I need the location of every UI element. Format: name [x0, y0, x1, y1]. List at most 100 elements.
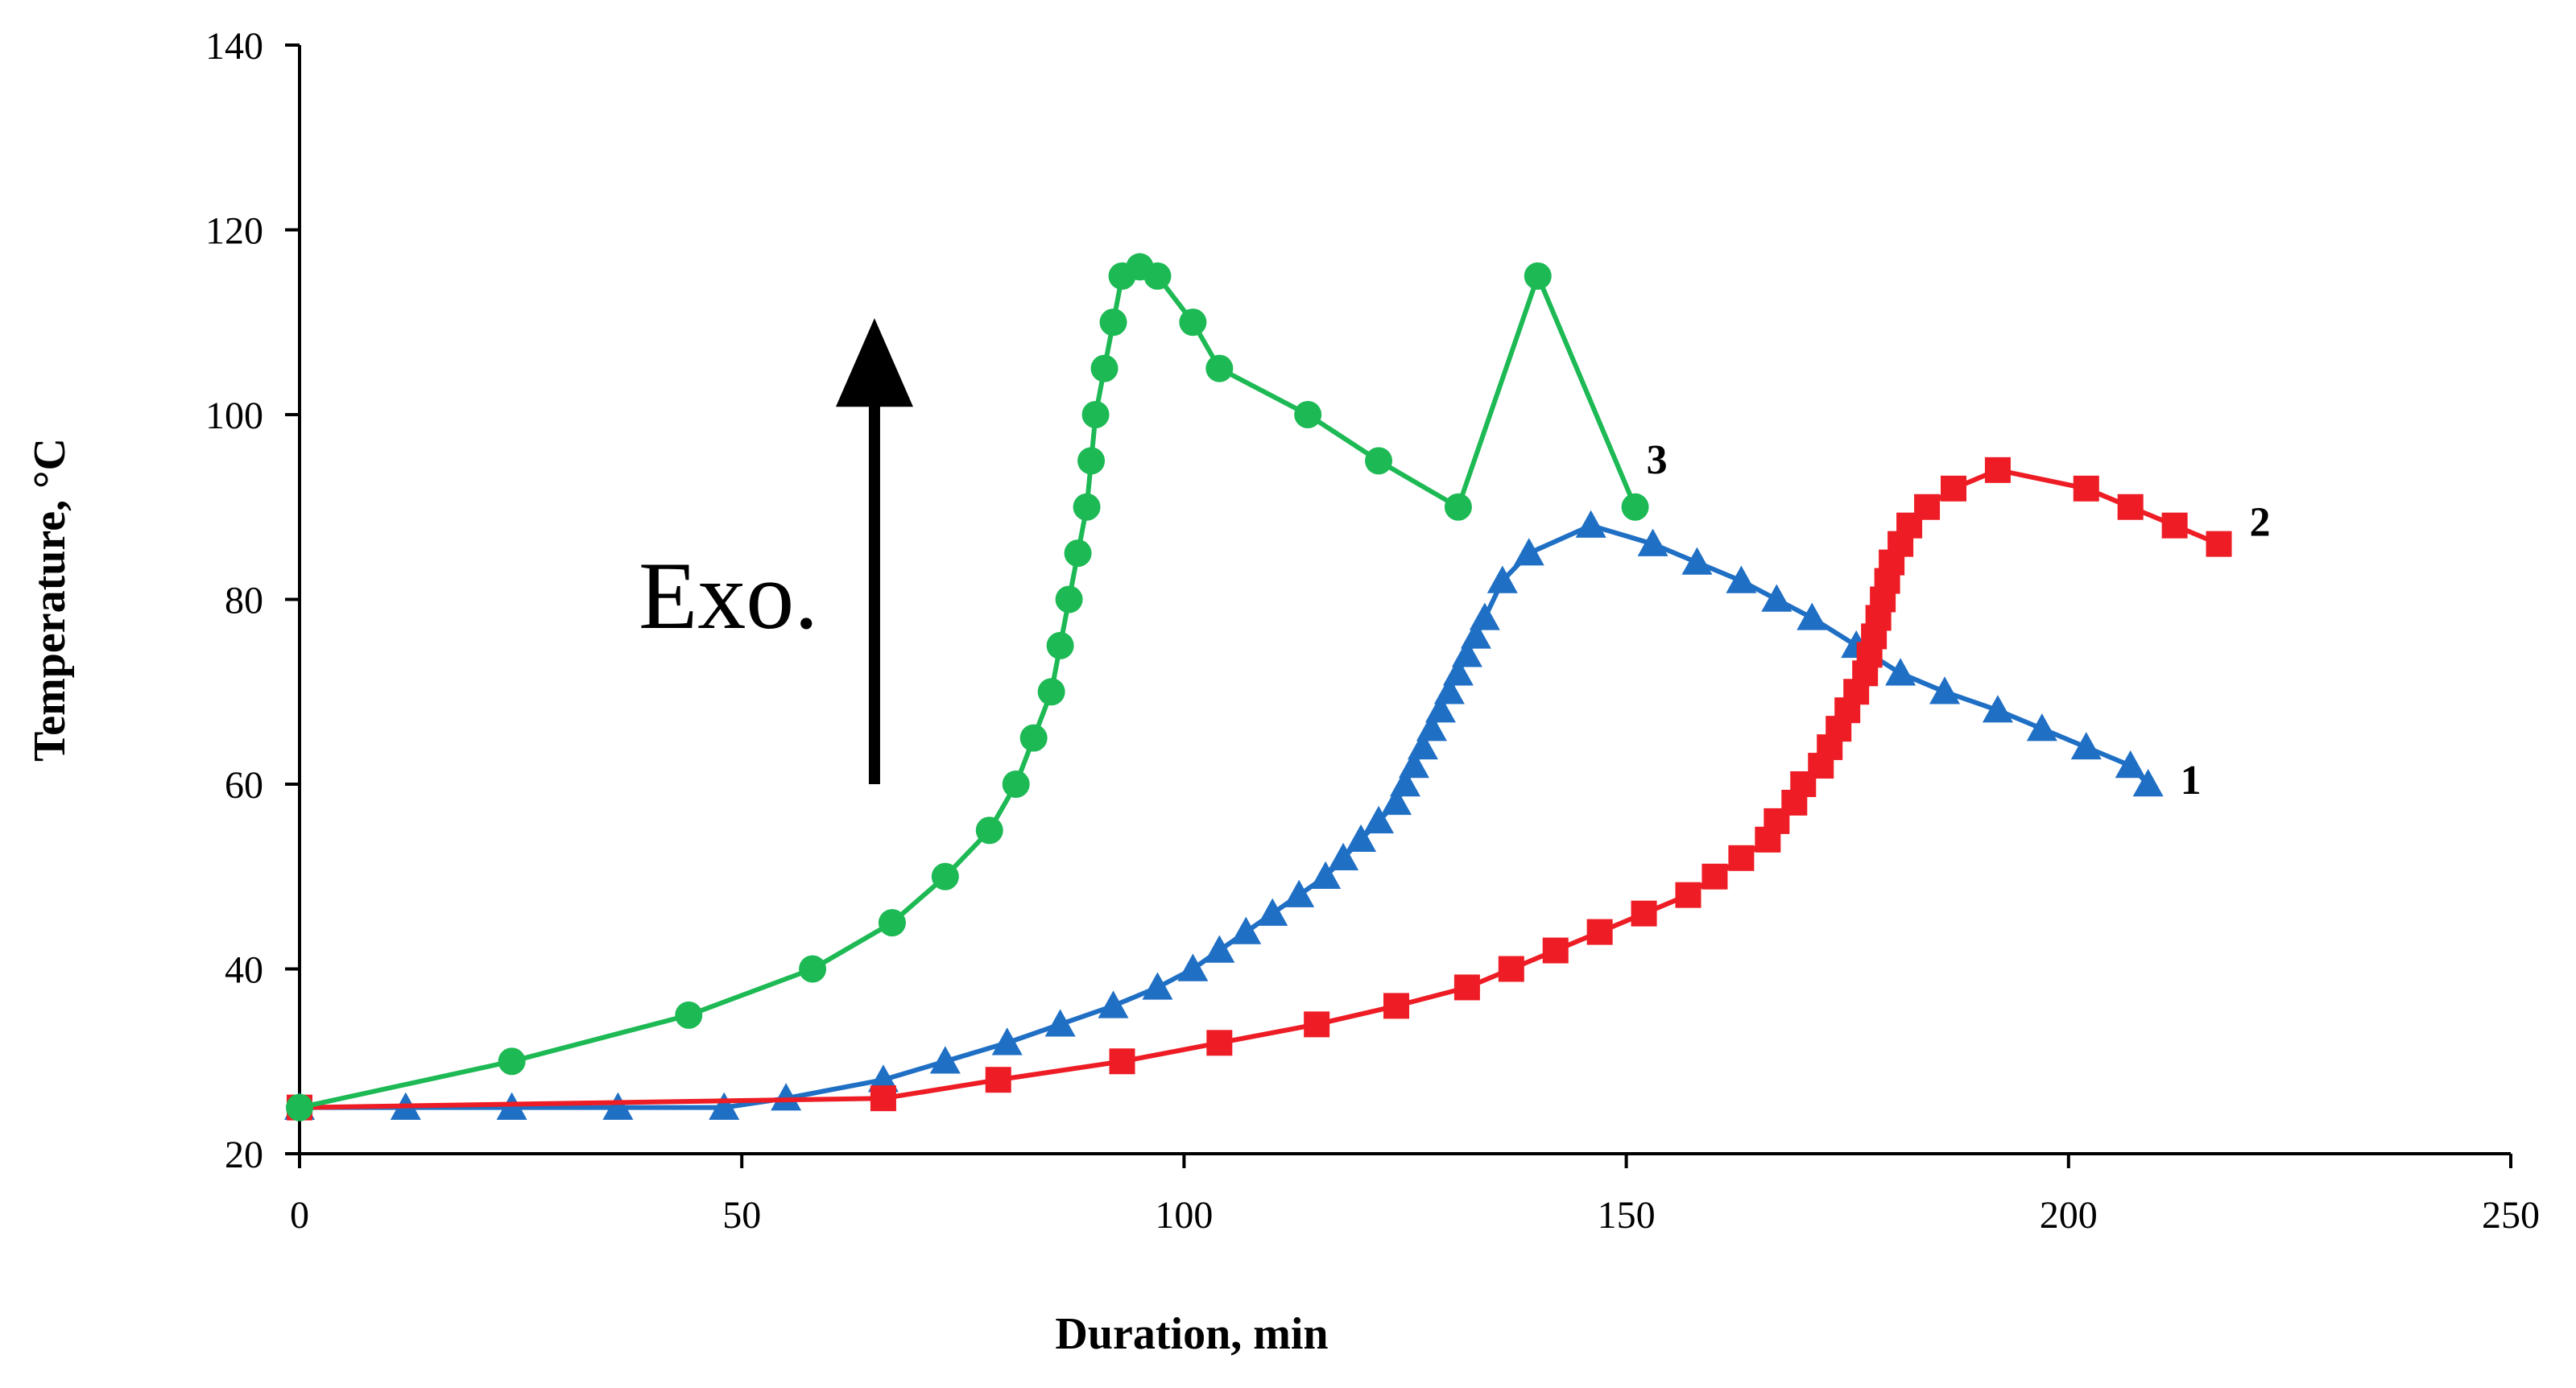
data-point — [975, 816, 1003, 845]
data-point — [1469, 602, 1500, 630]
y-tick-label: 40 — [225, 949, 263, 992]
data-point — [1575, 510, 1606, 538]
data-point — [2115, 750, 2146, 779]
data-point — [1206, 1030, 1233, 1056]
data-point — [1073, 493, 1101, 521]
data-point — [2132, 769, 2164, 797]
data-point — [1797, 602, 1828, 630]
data-point — [1046, 631, 1074, 659]
data-point — [1205, 354, 1234, 382]
series-label-3: 3 — [1647, 437, 1668, 483]
series-label-1: 1 — [2181, 758, 2202, 803]
data-point — [1486, 565, 1518, 593]
data-point — [1407, 732, 1438, 760]
data-point — [2070, 732, 2102, 760]
data-point — [2161, 512, 2188, 539]
data-point — [929, 1046, 961, 1074]
data-point — [1383, 993, 1410, 1019]
data-point — [1390, 769, 1420, 797]
x-tick-label: 150 — [1598, 1194, 1656, 1237]
y-tick-label: 120 — [205, 210, 263, 253]
exo-annotation-label: Exo. — [639, 542, 818, 649]
data-point — [931, 862, 959, 890]
axes: 20 40 60 80 100 120 140 0 50 100 150 200 250 — [205, 25, 2540, 1237]
data-point — [1363, 805, 1395, 834]
data-point — [870, 1085, 896, 1112]
data-point — [1179, 308, 1207, 337]
data-point — [2117, 494, 2144, 520]
series-label-2: 2 — [2250, 500, 2271, 546]
data-point — [1398, 750, 1429, 779]
data-point — [878, 909, 906, 937]
data-point — [1586, 919, 1613, 945]
data-point — [709, 1092, 740, 1120]
data-point — [1143, 262, 1172, 290]
series-layer — [284, 253, 2232, 1122]
x-tick-label: 200 — [2040, 1194, 2098, 1237]
data-point — [1177, 953, 1209, 981]
series-1 — [284, 510, 2164, 1120]
y-tick-label: 60 — [225, 764, 263, 807]
y-tick-label: 20 — [225, 1134, 263, 1176]
data-point — [1761, 584, 1792, 612]
y-axis-title: Temperature, °C — [25, 438, 75, 762]
data-point — [1524, 262, 1552, 290]
data-point — [1064, 539, 1092, 568]
series-line-3 — [299, 264, 1638, 1110]
series-2 — [287, 456, 2232, 1121]
data-point — [675, 1001, 703, 1029]
x-tick-label: 0 — [290, 1194, 309, 1237]
data-point — [286, 1093, 313, 1122]
data-point — [1637, 528, 1668, 556]
data-point — [1230, 916, 1262, 944]
data-point — [1328, 842, 1359, 870]
series-line-2 — [299, 467, 2220, 1110]
x-tick-label: 50 — [722, 1194, 761, 1237]
data-point — [1444, 493, 1472, 521]
data-point — [1982, 695, 2013, 723]
data-point — [1941, 475, 1967, 502]
data-point — [1701, 863, 1728, 890]
data-point — [1416, 713, 1447, 742]
data-point — [1109, 1048, 1135, 1075]
data-point — [1631, 900, 1657, 927]
data-point — [1381, 787, 1412, 816]
data-point — [1346, 824, 1377, 853]
x-axis-title: Duration, min — [1055, 1309, 1328, 1359]
y-tick-label: 140 — [205, 25, 263, 68]
data-point — [799, 955, 827, 983]
data-point — [1019, 724, 1048, 752]
data-point — [1055, 585, 1083, 613]
data-point — [1513, 538, 1544, 566]
data-point — [1294, 401, 1322, 428]
data-point — [1365, 447, 1393, 475]
data-point — [2026, 713, 2057, 742]
data-point — [1099, 308, 1127, 337]
x-tick-label: 250 — [2482, 1194, 2540, 1237]
data-point — [1284, 879, 1315, 907]
data-point — [1984, 456, 2011, 483]
data-point — [1310, 861, 1342, 889]
data-point — [1433, 676, 1465, 704]
data-point — [1142, 972, 1173, 1000]
data-point — [1044, 1009, 1076, 1037]
data-point — [1442, 658, 1474, 686]
data-point — [985, 1067, 1011, 1093]
data-point — [1453, 974, 1480, 1001]
exo-arrow-head — [835, 318, 913, 407]
data-point — [2206, 531, 2232, 557]
data-point — [1204, 935, 1235, 963]
y-tick-label: 100 — [205, 395, 263, 437]
data-point — [602, 1092, 634, 1120]
data-point — [1542, 937, 1569, 964]
data-point — [1621, 493, 1649, 521]
data-point — [1681, 547, 1713, 575]
data-point — [1304, 1011, 1330, 1038]
data-point — [1257, 898, 1288, 926]
data-point — [771, 1083, 802, 1111]
data-point — [2073, 475, 2099, 502]
labels: 1 2 3 — [835, 318, 2271, 803]
data-point — [1424, 695, 1456, 723]
y-tick-label: 80 — [225, 580, 263, 622]
